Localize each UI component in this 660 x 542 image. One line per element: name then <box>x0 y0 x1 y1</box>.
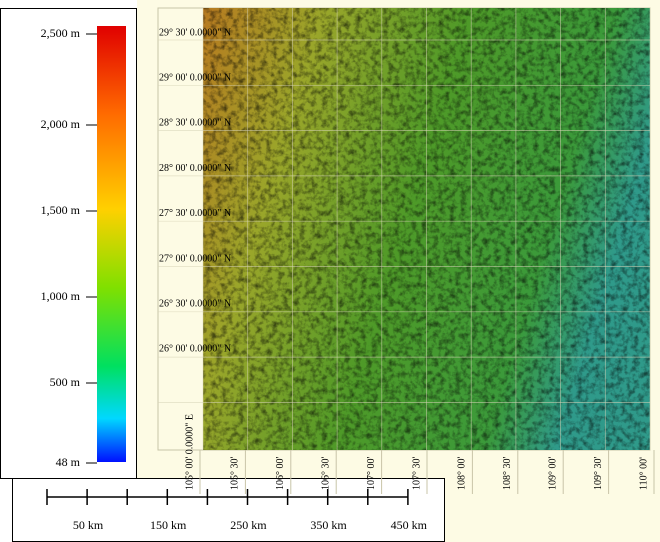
color-ramp <box>97 26 126 462</box>
longitude-label: 105° 30' <box>230 457 241 490</box>
legend-label: 500 m <box>50 375 81 389</box>
longitude-label: 106° 00' <box>275 457 286 490</box>
longitude-label: 107° 30' <box>411 457 422 490</box>
labels: 2,500 m 2,000 m 1,500 m 1,000 m 500 m 48 m 29°… <box>41 8 655 532</box>
scale-label: 450 km <box>391 518 428 532</box>
latitude-label: 28° 00' 0.0000" N <box>159 163 231 174</box>
scale-label: 50 km <box>73 518 104 532</box>
longitude-label: 108° 00' <box>457 457 468 490</box>
legend-label: 2,000 m <box>41 117 81 131</box>
latitude-label: 27° 00' 0.0000" N <box>159 253 231 264</box>
scale-bar-box <box>12 478 445 542</box>
latitude-label: 29° 00' 0.0000" N <box>159 72 231 83</box>
longitude-label: 110° 00' <box>638 457 649 490</box>
latitude-label: 28° 30' 0.0000" N <box>159 118 231 129</box>
latitude-label: 26° 00' 0.0000" N <box>159 344 231 355</box>
latitude-label: 26° 30' 0.0000" N <box>159 298 231 309</box>
longitude-label: 105° 00' 0.0000" E <box>184 414 195 490</box>
legend-label: 1,000 m <box>41 289 81 303</box>
latitude-label: 29° 30' 0.0000" N <box>159 27 231 38</box>
legend-label: 1,500 m <box>41 203 81 217</box>
legend-label: 48 m <box>56 455 81 469</box>
scale-label: 350 km <box>310 518 347 532</box>
legend-label: 2,500 m <box>41 26 81 40</box>
longitude-label: 107° 00' <box>366 457 377 490</box>
scale-label: 150 km <box>150 518 187 532</box>
longitude-label: 109° 30' <box>593 457 604 490</box>
latitude-label: 27° 30' 0.0000" N <box>159 208 231 219</box>
longitude-label: 108° 30' <box>502 457 513 490</box>
longitude-label: 109° 00' <box>547 457 558 490</box>
scale-label: 250 km <box>230 518 267 532</box>
longitude-label: 106° 30' <box>320 457 331 490</box>
